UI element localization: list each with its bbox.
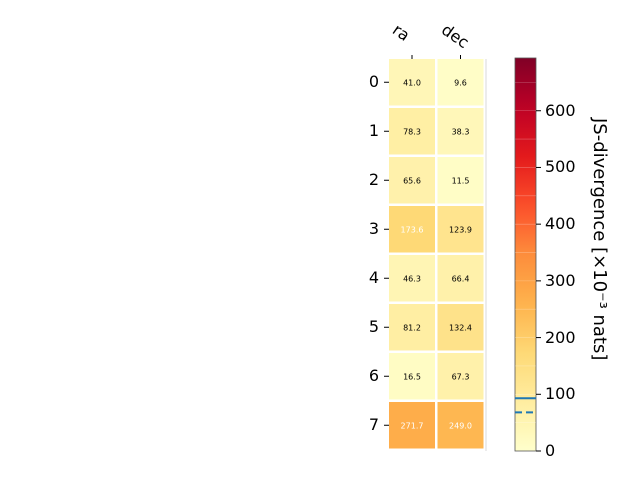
colorbar-tick-label: 200 [545, 327, 576, 347]
cell-value-label: 65.6 [403, 176, 421, 185]
cell-value-label: 81.2 [403, 323, 421, 332]
heatmap-cell [437, 255, 484, 302]
row-label: 2 [368, 170, 379, 190]
cell-value-label: 123.9 [449, 225, 472, 234]
colorbar-label: JS-divergence [×10⁻³ nats] [589, 118, 610, 361]
colorbar-tick-label: 300 [545, 270, 576, 290]
cell-value-label: 66.4 [452, 274, 470, 283]
heatmap-cell [437, 108, 484, 155]
heatmap-cell [437, 157, 484, 204]
heatmap-cells: 41.0 9.6 78.3 38.3 65.6 11.5 173.6 123.9 46.3 66.… [384, 55, 487, 451]
heatmap-cell [389, 157, 435, 204]
cell-value-label: 11.5 [452, 176, 470, 185]
cell-value-label: 173.6 [401, 225, 424, 234]
heatmap-cell [437, 304, 484, 351]
heatmap-cell [437, 206, 484, 253]
heatmap-cell [437, 402, 484, 449]
cell-value-label: 132.4 [449, 323, 472, 332]
cell-value-label: 271.7 [401, 421, 424, 430]
cell-value-label: 249.0 [449, 421, 472, 430]
heatmap-cell [389, 402, 435, 449]
colorbar [514, 57, 541, 452]
row-label: 4 [368, 268, 379, 288]
cell-value-label: 16.5 [403, 372, 421, 381]
heatmap-cell [437, 353, 484, 400]
heatmap-cell [389, 108, 435, 155]
cell-value-label: 46.3 [403, 274, 421, 283]
row-label: 3 [368, 219, 379, 239]
heatmap-cell [389, 353, 435, 400]
row-label: 7 [368, 415, 379, 435]
colorbar-tick-label: 100 [545, 384, 576, 404]
heatmap-cell [389, 255, 435, 302]
heatmap-cell [437, 59, 484, 106]
heatmap-cell [389, 59, 435, 106]
row-label: 0 [368, 72, 379, 92]
colorbar-tick-label: 400 [545, 214, 576, 234]
cell-value-label: 67.3 [452, 372, 470, 381]
heatmap-cell [389, 304, 435, 351]
colorbar-gradient [514, 57, 537, 452]
cell-value-label: 41.0 [403, 78, 421, 87]
cell-value-label: 9.6 [454, 78, 467, 87]
heatmap-cell [389, 206, 435, 253]
row-label: 6 [368, 366, 379, 386]
colorbar-tick-label: 0 [545, 441, 556, 460]
row-label: 5 [368, 317, 379, 337]
colorbar-tick-label: 500 [545, 157, 576, 177]
row-label: 1 [368, 121, 379, 141]
colorbar-tick-label: 600 [545, 100, 576, 120]
cell-value-label: 38.3 [452, 127, 470, 136]
cell-value-label: 78.3 [403, 127, 421, 136]
